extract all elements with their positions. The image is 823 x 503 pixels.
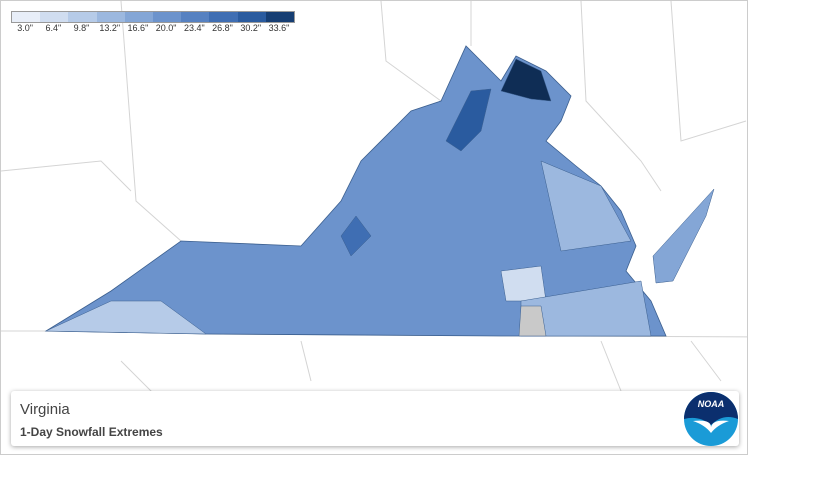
legend-label: 3.0" [17, 23, 33, 33]
legend-swatch [96, 12, 125, 22]
legend-label: 26.8" [212, 23, 233, 33]
region-light [45, 300, 207, 335]
legend-label: 23.4" [183, 23, 205, 33]
region-dark [445, 88, 492, 152]
legend-label: 6.4" [45, 23, 62, 33]
region-darkest [500, 58, 552, 102]
legend-bar [11, 11, 295, 23]
legend-label: 33.6" [268, 23, 290, 33]
legend-swatch [265, 12, 295, 22]
legend-labels: 3.0" 6.4" 9.8" 13.2" 16.6" 20.0" 23.4" 26.8" 30.… [11, 23, 293, 33]
map [1, 1, 747, 402]
legend-swatch [209, 12, 238, 22]
region-light [518, 305, 547, 337]
legend-label: 20.0" [155, 23, 177, 33]
legend-swatch [12, 12, 41, 22]
map-frame: 3.0" 6.4" 9.8" 13.2" 16.6" 20.0" 23.4" 26.8" 30.… [0, 0, 748, 455]
region-light [540, 160, 632, 252]
legend-swatch [40, 12, 69, 22]
legend-swatch [68, 12, 97, 22]
legend: 3.0" 6.4" 9.8" 13.2" 16.6" 20.0" 23.4" 26.8" 30.… [11, 11, 295, 33]
legend-label: 9.8" [73, 23, 90, 33]
legend-swatch [124, 12, 154, 22]
legend-label: 30.2" [240, 23, 262, 33]
legend-label: 13.2" [99, 23, 121, 33]
legend-swatch [181, 12, 210, 22]
region-dark [340, 215, 372, 257]
info-card: Virginia 1-Day Snowfall Extremes NOAA [11, 391, 739, 446]
region-light [500, 265, 547, 302]
legend-swatch [153, 12, 182, 22]
virginia [44, 45, 667, 337]
legend-swatch [237, 12, 266, 22]
eastern-shore [652, 188, 715, 284]
noaa-logo: NOAA [684, 392, 738, 446]
card-subtitle: 1-Day Snowfall Extremes [20, 425, 163, 439]
legend-label: 16.6" [127, 23, 149, 33]
logo-text: NOAA [698, 399, 725, 409]
card-title: Virginia [20, 401, 70, 418]
